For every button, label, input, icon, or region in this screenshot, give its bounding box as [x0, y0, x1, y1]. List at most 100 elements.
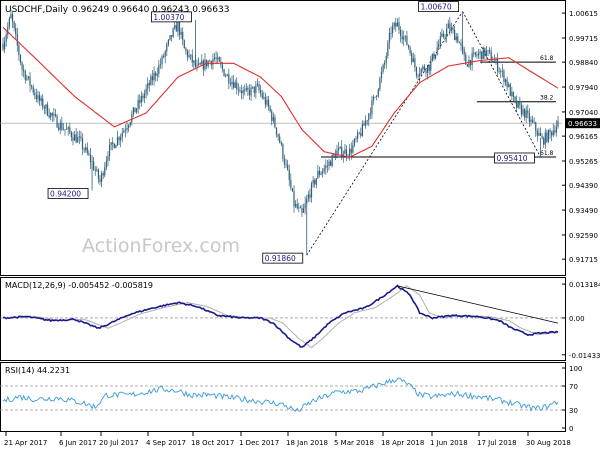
candle-body [287, 164, 289, 170]
candle-body [368, 113, 370, 121]
candle-body [439, 36, 441, 44]
x-tick-label: 18 Apr 2018 [381, 439, 424, 447]
candle-body [334, 154, 336, 159]
candle-body [433, 53, 435, 59]
candle-body [142, 95, 144, 99]
candle-body [512, 91, 515, 97]
candle-body [333, 154, 335, 156]
rsi-tick-label: 70 [569, 383, 578, 391]
candle-body [252, 86, 254, 88]
candle-body [5, 34, 7, 42]
candle-body [237, 89, 239, 91]
candle-body [199, 63, 201, 65]
candle-body [449, 23, 451, 31]
candle-body [452, 28, 454, 30]
candle-body [403, 36, 405, 40]
candle-body [116, 137, 119, 146]
candle-body [555, 126, 558, 133]
candle-body [121, 132, 123, 137]
rsi-line [2, 377, 559, 413]
candle-body [16, 34, 18, 46]
x-tick-label: 30 Aug 2018 [526, 439, 571, 447]
candle-body [531, 119, 534, 123]
candle-body [118, 137, 120, 141]
candle-body [64, 129, 66, 131]
x-tick-label: 17 Jul 2018 [477, 439, 517, 447]
candle-body [285, 164, 287, 166]
candle-body [70, 132, 72, 138]
candle-body [533, 122, 535, 124]
price-tick-label: 0.93490 [569, 207, 598, 215]
candle-body [476, 54, 478, 56]
candle-body [120, 136, 122, 141]
candle-body [182, 31, 184, 41]
candle-body [382, 64, 384, 72]
candle-body [124, 129, 127, 131]
candle-body [388, 33, 391, 43]
candle-body [506, 79, 508, 87]
x-tick-label: 18 Jan 2018 [286, 439, 328, 447]
candle-body [191, 54, 193, 63]
price-tick-label: 1.00615 [569, 10, 598, 18]
watermark: ActionForex.com [82, 235, 240, 257]
candle-body [293, 191, 295, 207]
macd-title: MACD(12,26,9) -0.005452 -0.005819 [5, 281, 153, 290]
price-tick-label: 0.95265 [569, 158, 598, 166]
candle-body [266, 99, 268, 105]
candle-body [15, 27, 17, 35]
candle-body [436, 47, 438, 55]
candle-body [140, 95, 142, 103]
candle-body [525, 110, 527, 118]
candle-body [493, 60, 495, 62]
candle-body [406, 35, 408, 46]
candle-body [161, 56, 163, 65]
candle-body [128, 125, 130, 128]
candle-body [409, 47, 411, 54]
candle-body [169, 35, 171, 40]
candle-body [59, 122, 61, 130]
candle-body [18, 45, 20, 56]
candle-body [430, 60, 432, 71]
candle-body [355, 138, 357, 140]
candle-body [97, 169, 100, 179]
macd-panel-frame [0, 277, 566, 361]
candle-body [509, 84, 511, 96]
candle-body [519, 102, 521, 105]
candle-body [248, 89, 251, 96]
candle-body [139, 100, 141, 103]
candle-body [479, 51, 481, 54]
candle-body [213, 57, 216, 60]
candle-body [13, 21, 15, 28]
candle-body [32, 86, 34, 93]
candle-body [175, 25, 177, 32]
candle-body [234, 82, 236, 88]
rsi-tick-label: 0 [569, 425, 573, 433]
candle-body [549, 130, 551, 133]
candle-body [23, 69, 25, 72]
candle-body [538, 132, 540, 136]
price-label-text: 0.95410 [497, 154, 528, 163]
candle-body [387, 42, 389, 57]
candle-body [314, 180, 316, 185]
candle-body [339, 146, 341, 149]
macd-trendline [397, 285, 559, 324]
candle-body [543, 138, 545, 145]
candle-body [484, 47, 486, 56]
rsi-tick-label: 100 [569, 365, 582, 373]
candle-body [444, 36, 446, 38]
candle-body [45, 104, 47, 109]
candle-body [377, 89, 379, 96]
candle-body [384, 62, 386, 65]
candle-body [426, 65, 429, 73]
candle-body [392, 26, 394, 33]
candle-body [358, 132, 360, 134]
candle-body [279, 136, 281, 143]
candle-body [242, 90, 244, 94]
candle-body [514, 96, 516, 101]
candle-body [236, 82, 238, 90]
price-labels: 1.00670 1.00370 0.94200 0.91860 0.95410 [47, 1, 535, 264]
candle-body [260, 90, 262, 94]
candle-body [357, 132, 359, 139]
candle-body [398, 22, 400, 30]
candle-body [229, 83, 232, 85]
